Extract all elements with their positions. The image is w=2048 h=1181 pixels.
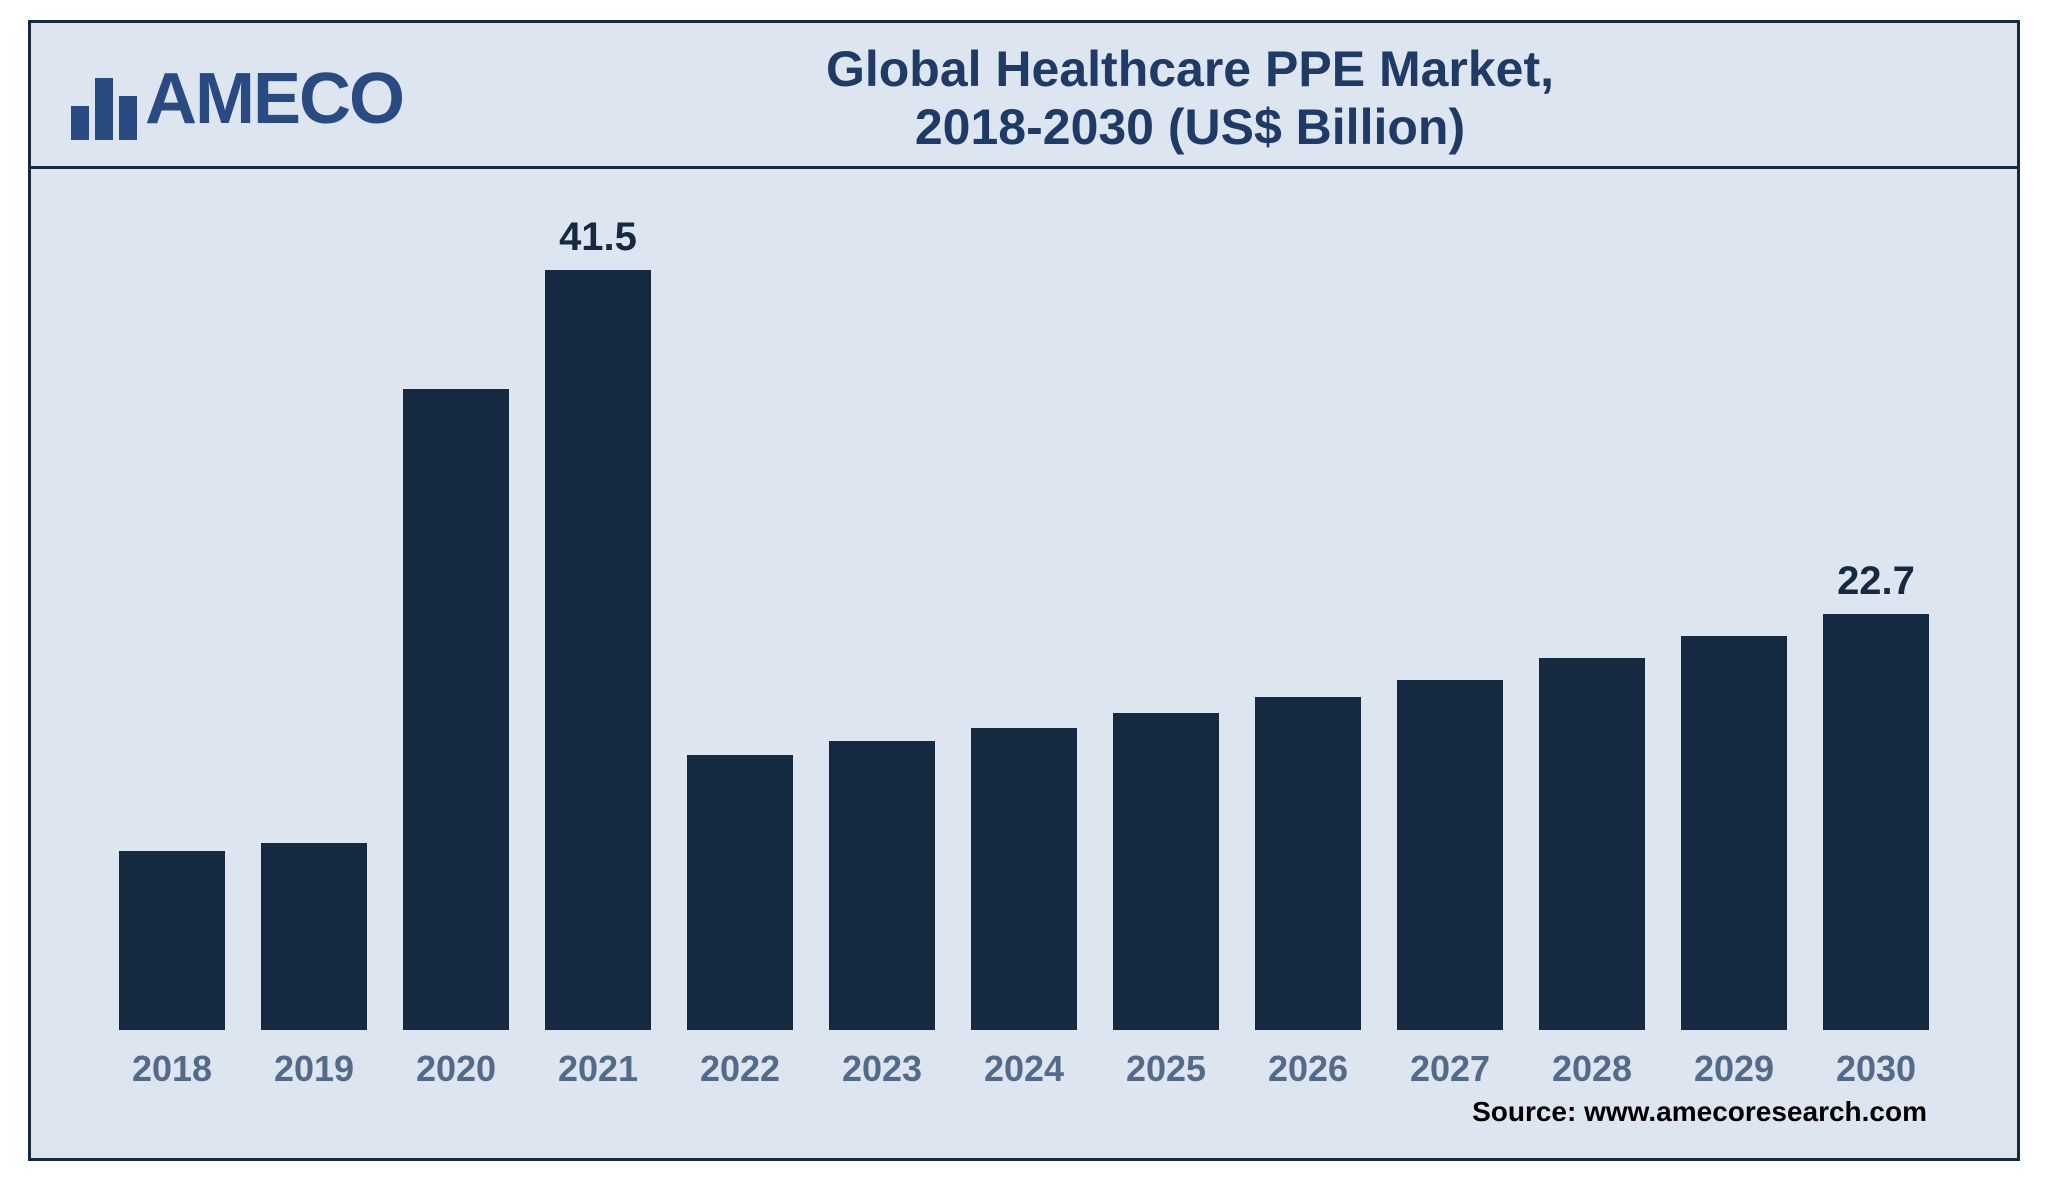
bar-2027 xyxy=(1379,249,1521,1030)
bar-2023 xyxy=(811,249,953,1030)
logo-bars-icon xyxy=(71,78,137,140)
logo-text: AMECO xyxy=(145,58,403,140)
x-label: 2030 xyxy=(1805,1048,1947,1090)
bar xyxy=(1255,697,1360,1030)
bar-2026 xyxy=(1237,249,1379,1030)
bar-2022 xyxy=(669,249,811,1030)
bar xyxy=(1539,658,1644,1030)
bar xyxy=(119,851,224,1030)
bars-container: 41.5 22.7 xyxy=(91,249,1957,1030)
bar-2019 xyxy=(243,249,385,1030)
logo: AMECO xyxy=(71,58,403,140)
bar xyxy=(261,843,366,1030)
bar-2028 xyxy=(1521,249,1663,1030)
bar-2020 xyxy=(385,249,527,1030)
x-label: 2025 xyxy=(1095,1048,1237,1090)
x-label: 2019 xyxy=(243,1048,385,1090)
bar-value-label: 41.5 xyxy=(559,215,637,260)
bar xyxy=(687,755,792,1030)
chart-card: AMECO Global Healthcare PPE Market, 2018… xyxy=(28,20,2020,1161)
x-axis-labels: 2018201920202021202220232024202520262027… xyxy=(91,1030,1957,1090)
title-line-2: 2018-2030 (US$ Billion) xyxy=(915,99,1465,155)
bar xyxy=(1397,680,1502,1030)
bar-2021: 41.5 xyxy=(527,249,669,1030)
x-label: 2020 xyxy=(385,1048,527,1090)
x-label: 2023 xyxy=(811,1048,953,1090)
x-label: 2028 xyxy=(1521,1048,1663,1090)
bar xyxy=(545,270,650,1030)
bar-2025 xyxy=(1095,249,1237,1030)
x-label: 2024 xyxy=(953,1048,1095,1090)
bar xyxy=(1113,713,1218,1030)
chart-area: 41.522.7 2018201920202021202220232024202… xyxy=(31,169,2017,1158)
header: AMECO Global Healthcare PPE Market, 2018… xyxy=(31,23,2017,169)
x-label: 2027 xyxy=(1379,1048,1521,1090)
title-line-1: Global Healthcare PPE Market, xyxy=(826,41,1554,97)
bar xyxy=(403,389,508,1030)
x-label: 2029 xyxy=(1663,1048,1805,1090)
bar xyxy=(1823,614,1928,1030)
bar xyxy=(1681,636,1786,1030)
bar-2024 xyxy=(953,249,1095,1030)
bar xyxy=(829,741,934,1030)
x-label: 2026 xyxy=(1237,1048,1379,1090)
x-label: 2018 xyxy=(101,1048,243,1090)
x-label: 2022 xyxy=(669,1048,811,1090)
bar-2018 xyxy=(101,249,243,1030)
bar-2029 xyxy=(1663,249,1805,1030)
bar xyxy=(971,728,1076,1030)
x-label: 2021 xyxy=(527,1048,669,1090)
bar-2030: 22.7 xyxy=(1805,249,1947,1030)
bar-value-label: 22.7 xyxy=(1837,559,1915,604)
chart-title: Global Healthcare PPE Market, 2018-2030 … xyxy=(403,41,1977,156)
source-attribution: Source: www.amecoresearch.com xyxy=(91,1090,1957,1138)
